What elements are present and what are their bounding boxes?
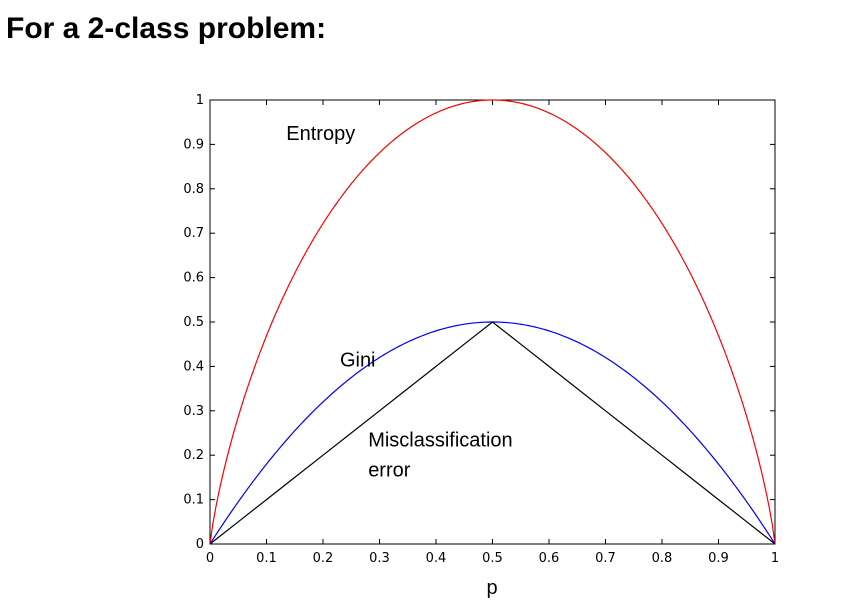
y-tick-label: 0.1 [183,493,204,508]
series-annotations: Entropy Gini Misclassification error [286,123,512,481]
series-lines [209,99,776,545]
x-tick-label: 0.2 [313,551,334,566]
y-tick-label: 0.6 [183,271,204,286]
x-tick-label: 0.9 [708,551,729,566]
x-tick-label: 0.6 [539,551,560,566]
x-tick-label: 0 [206,551,214,566]
y-tick-label: 0.7 [183,226,204,241]
x-axis-label: p [486,577,497,599]
y-axis-ticks: 0 0.1 0.2 0.3 0.4 0.5 0.6 0.7 0.8 0.9 1 [183,93,775,552]
annotation-entropy: Entropy [286,123,355,145]
y-tick-label: 1 [196,93,204,108]
y-tick-label: 0.3 [183,404,204,419]
annotation-misclassification-error: Misclassification error [368,429,512,481]
x-tick-label: 0.8 [652,551,673,566]
series-line-misclassification-error [209,321,776,545]
y-tick-label: 0.5 [183,315,204,330]
series-line-entropy [209,99,776,545]
y-tick-label: 0.4 [183,359,204,374]
annotation-line: Misclassification [368,429,512,451]
y-tick-label: 0.9 [183,137,204,152]
annotation-line: Gini [340,349,376,371]
x-tick-label: 0.1 [256,551,277,566]
y-tick-label: 0 [196,537,204,552]
annotation-line: error [368,459,411,481]
x-tick-label: 0.4 [426,551,447,566]
x-tick-label: 0.5 [482,551,503,566]
annotation-gini: Gini [340,349,376,371]
x-tick-label: 0.3 [369,551,390,566]
page-title: For a 2-class problem: [6,12,327,45]
x-tick-label: 0.7 [595,551,616,566]
x-axis-ticks: 0 0.1 0.2 0.3 0.4 0.5 0.6 0.7 0.8 0.9 1 [206,100,779,566]
annotation-line: Entropy [286,123,355,145]
x-tick-label: 1 [771,551,779,566]
y-tick-label: 0.2 [183,448,204,463]
y-tick-label: 0.8 [183,182,204,197]
